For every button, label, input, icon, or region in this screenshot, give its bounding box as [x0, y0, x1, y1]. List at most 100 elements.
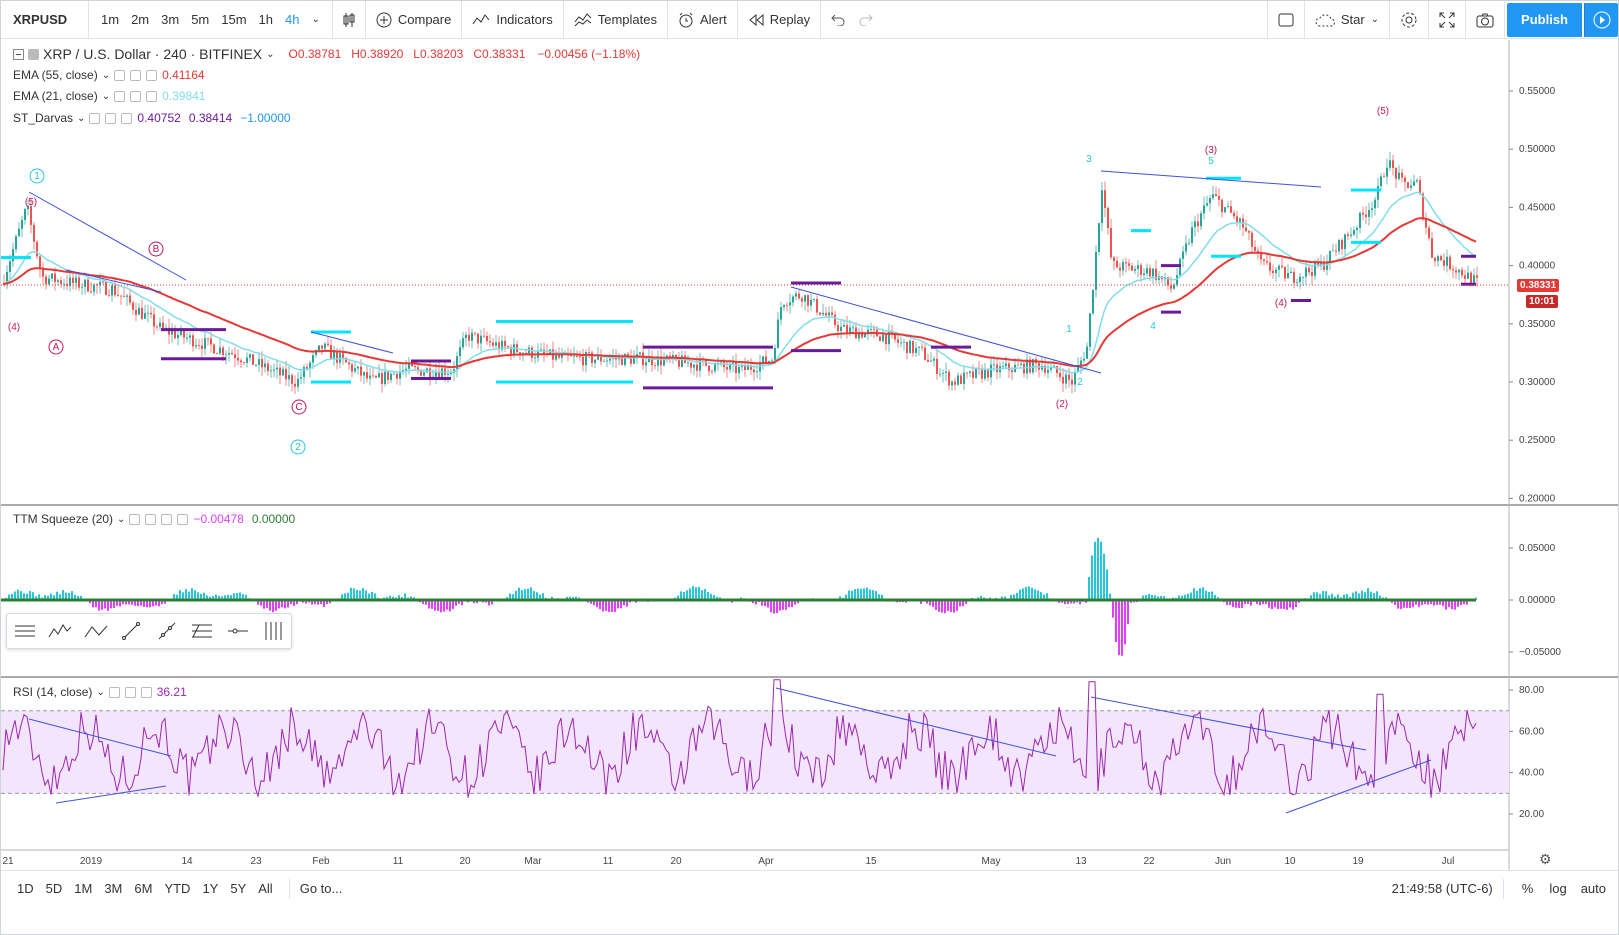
chevron-down-icon[interactable]: ⌄	[117, 513, 126, 525]
vertical-lines-tool[interactable]	[260, 618, 286, 644]
candle-body	[72, 277, 74, 283]
candle-body	[849, 327, 851, 333]
interval-1m[interactable]: 1m	[101, 12, 120, 27]
publish-button[interactable]: Publish	[1507, 2, 1582, 37]
wave-label: (4)	[1275, 298, 1287, 309]
horizontal-ray-tool[interactable]	[225, 618, 251, 644]
redo-icon[interactable]	[859, 14, 873, 26]
range-1y[interactable]: 1Y	[202, 881, 219, 896]
range-6m[interactable]: 6M	[134, 881, 153, 896]
chart-area[interactable]: 0.55000 0.50000 0.45000 0.40000 0.35000 0.300…	[1, 40, 1618, 870]
fullscreen-button[interactable]	[1429, 0, 1467, 39]
eye-icon[interactable]	[114, 90, 126, 102]
interval-4h[interactable]: 4h	[285, 12, 300, 27]
candle-body	[288, 375, 290, 380]
range-5y[interactable]: 5Y	[230, 881, 247, 896]
chevron-down-icon[interactable]: ⌄	[101, 69, 111, 81]
horizontal-lines-tool[interactable]	[12, 618, 38, 644]
candle-body	[801, 298, 803, 302]
darvas-legend[interactable]: ST_Darvas ⌄ 0.40752 0.38414 −1.00000	[13, 111, 291, 125]
chevron-down-icon[interactable]: ⌄	[311, 14, 320, 25]
eye-icon[interactable]	[89, 112, 101, 124]
code-icon[interactable]	[161, 513, 173, 525]
interval-2m[interactable]: 2m	[131, 12, 150, 27]
chevron-down-icon[interactable]: ⌄	[96, 686, 105, 698]
range-1m[interactable]: 1M	[74, 881, 93, 896]
elliott-impulse-tool[interactable]	[47, 618, 73, 644]
star-button[interactable]: Star ⌄	[1305, 0, 1391, 39]
candle-body	[1137, 265, 1139, 270]
trend-line-tool[interactable]	[118, 618, 144, 644]
fullscreen-layout-button[interactable]	[1266, 0, 1305, 39]
gear-icon[interactable]	[124, 686, 136, 698]
close-icon[interactable]	[146, 69, 158, 81]
range-ytd[interactable]: YTD	[164, 881, 191, 896]
gear-icon	[1401, 12, 1417, 27]
close-icon[interactable]	[177, 513, 189, 525]
indicators-button[interactable]: Indicators	[462, 0, 564, 39]
candle-body	[762, 356, 764, 363]
squeeze-value-2: 0.00000	[251, 512, 296, 526]
chevron-down-icon[interactable]: ⌄	[77, 112, 86, 124]
eye-icon[interactable]	[114, 69, 126, 81]
collapse-icon[interactable]	[13, 48, 24, 60]
ema55-legend[interactable]: EMA (55, close) ⌄ 0.41164	[13, 68, 205, 82]
settings-button[interactable]	[1390, 0, 1430, 39]
candle-body	[1104, 190, 1106, 208]
candle-body	[585, 352, 587, 366]
eye-icon[interactable]	[108, 686, 120, 698]
templates-button[interactable]: Templates	[564, 0, 668, 39]
candle-body	[1368, 210, 1370, 217]
candle-body	[1203, 205, 1205, 214]
chevron-down-icon[interactable]: ⌄	[101, 90, 111, 102]
squeeze-axis-label: −0.05000	[1519, 647, 1561, 658]
percent-toggle[interactable]: %	[1521, 881, 1534, 896]
range-1d[interactable]: 1D	[17, 881, 34, 896]
gear-icon[interactable]	[145, 513, 157, 525]
close-icon[interactable]	[121, 112, 133, 124]
goto-button[interactable]: Go to...	[299, 881, 343, 896]
auto-toggle[interactable]: auto	[1580, 881, 1606, 896]
squeeze-legend[interactable]: TTM Squeeze (20) ⌄ −0.00478 0.00000	[13, 512, 295, 526]
gear-icon[interactable]	[105, 112, 117, 124]
compare-button[interactable]: Compare	[366, 0, 463, 39]
gear-icon[interactable]	[130, 90, 142, 102]
log-toggle[interactable]: log	[1549, 881, 1567, 896]
interval-5m[interactable]: 5m	[191, 12, 210, 27]
symbol-search[interactable]: XRPUSD	[1, 0, 89, 39]
range-3m[interactable]: 3M	[104, 881, 123, 896]
rsi-legend[interactable]: RSI (14, close) ⌄ 36.21	[13, 685, 187, 699]
wave-label: 1	[34, 171, 40, 182]
eye-icon[interactable]	[129, 513, 141, 525]
alert-button[interactable]: Alert	[668, 0, 738, 39]
chart-canvas[interactable]: 0.55000 0.50000 0.45000 0.40000 0.35000 0.300…	[1, 40, 1618, 870]
elliott-correction-tool[interactable]	[83, 618, 109, 644]
range-5d[interactable]: 5D	[45, 881, 63, 896]
candle-body	[1134, 269, 1136, 271]
publish-dropdown-button[interactable]	[1584, 2, 1618, 37]
chart-type-button[interactable]	[333, 0, 366, 39]
candle-body	[156, 326, 158, 328]
fib-tool[interactable]	[189, 618, 215, 644]
trend-line	[28, 191, 187, 281]
candle-body	[102, 281, 104, 283]
candle-body	[1404, 177, 1406, 183]
candle-body	[405, 368, 407, 371]
ray-tool[interactable]	[154, 618, 180, 644]
interval-3m[interactable]: 3m	[161, 12, 180, 27]
play-circle-icon	[1593, 11, 1610, 28]
candle-body	[456, 356, 458, 370]
undo-icon[interactable]	[831, 14, 845, 26]
close-icon[interactable]	[146, 90, 158, 102]
gear-icon[interactable]	[130, 69, 142, 81]
snapshot-button[interactable]	[1466, 0, 1506, 39]
ema21-legend[interactable]: EMA (21, close) ⌄ 0.39841	[13, 89, 205, 103]
range-all[interactable]: All	[258, 881, 273, 896]
interval-1h[interactable]: 1h	[258, 12, 274, 27]
close-icon[interactable]	[140, 686, 152, 698]
interval-15m[interactable]: 15m	[221, 12, 247, 27]
candle-body	[510, 347, 512, 355]
chevron-down-icon[interactable]: ⌄	[266, 48, 275, 60]
replay-button[interactable]: Replay	[738, 0, 822, 39]
candle-body	[1182, 251, 1184, 259]
